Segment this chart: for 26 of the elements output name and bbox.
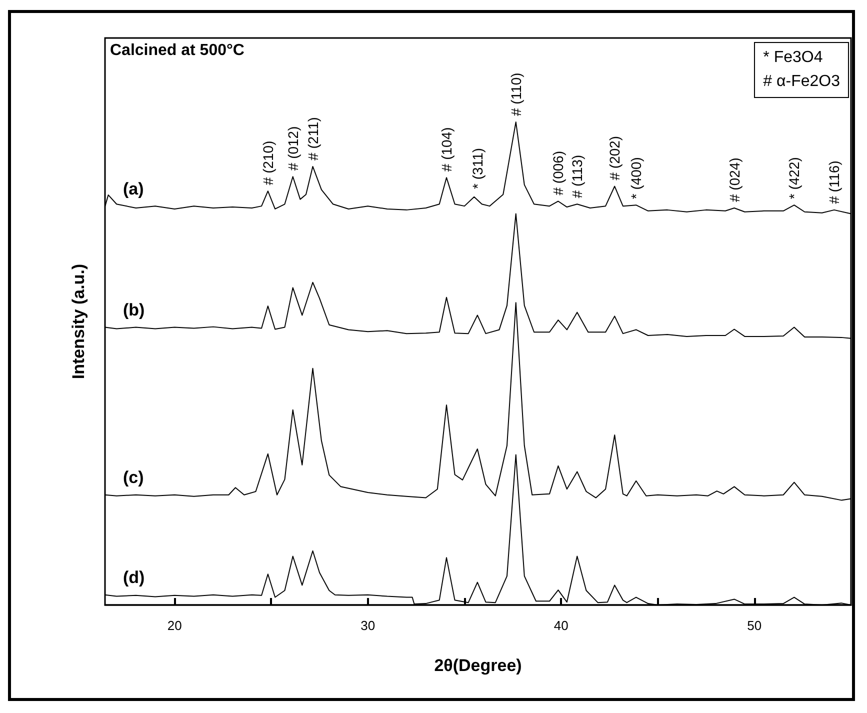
annotation: # (210)	[260, 140, 276, 186]
y-axis-title: Intensity (a.u.)	[69, 264, 88, 380]
series-label: (a)	[123, 180, 144, 199]
annotation: # (104)	[438, 127, 454, 172]
annotation: # (012)	[284, 126, 301, 171]
annotation: # (202)	[606, 136, 623, 180]
x-tick-label: 30	[360, 618, 376, 633]
series-label: (b)	[123, 300, 145, 320]
annotation: # (113)	[569, 154, 586, 198]
x-tick-label: 40	[554, 618, 568, 633]
annotation: * (400)	[628, 157, 644, 200]
text: Calcined at 500°C	[110, 42, 244, 60]
annotation: # (006)	[550, 150, 566, 196]
series-label: (d)	[123, 568, 145, 587]
annotation: # (110)	[508, 72, 524, 116]
text: # α-Fe2O3	[763, 72, 840, 92]
annotation: # (024)	[726, 158, 742, 202]
x-tick-label: 50	[747, 618, 762, 633]
x-axis-title: 2θ(Degree)	[434, 656, 522, 675]
annotation: # (116)	[826, 160, 842, 204]
text: * Fe3O4	[763, 48, 824, 68]
series-label: (c)	[123, 468, 144, 487]
annotation: * (311)	[469, 148, 486, 189]
annotation: # (211)	[304, 117, 321, 160]
x-tick-label: 20	[167, 618, 182, 633]
annotation: * (422)	[786, 157, 802, 200]
